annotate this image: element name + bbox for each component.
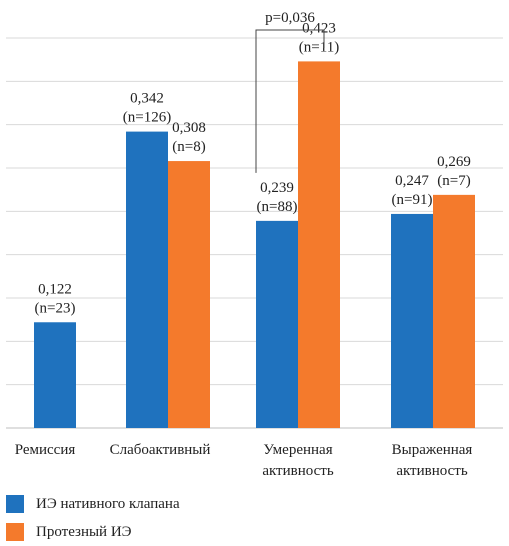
data-label-n: (n=8): [172, 139, 205, 155]
bar-prosthetic-3: [433, 194, 475, 428]
data-label-value: 0,122: [38, 281, 72, 297]
bar-chart: 0,122 (n=23) 0,342 (n=126)0,308 (n=8) 0,239 (n…: [6, 10, 503, 479]
legend-swatch-prosthetic: [6, 523, 24, 541]
data-labels: 0,122 (n=23) 0,342 (n=126)0,308 (n=8) 0,239 (n…: [35, 20, 471, 316]
bar-prosthetic-1: [168, 161, 210, 429]
p-value-label: p=0,036: [265, 10, 315, 26]
gridlines: [6, 37, 503, 429]
data-label-n: (n=91): [392, 192, 433, 208]
x-tick-label: активность: [396, 463, 468, 479]
data-label-value: 0,247: [395, 173, 429, 189]
x-tick-label: Слабоактивный: [110, 442, 211, 458]
legend: ИЭ нативного клапана Протезный ИЭ: [6, 490, 180, 546]
data-label-value: 0,239: [260, 180, 294, 196]
bar-native-3: [391, 213, 433, 428]
legend-item-prosthetic: Протезный ИЭ: [6, 518, 180, 546]
legend-item-native: ИЭ нативного клапана: [6, 490, 180, 518]
legend-swatch-native: [6, 495, 24, 513]
x-axis-tick-labels: Ремиссия Слабоактивный Умеренная активность…: [15, 442, 473, 479]
data-label-n: (n=23): [35, 300, 76, 316]
data-label-n: (n=7): [437, 173, 470, 189]
x-tick-label: Ремиссия: [15, 442, 76, 458]
data-label-value: 0,308: [172, 120, 206, 136]
bar-native-1: [126, 131, 168, 428]
bar-prosthetic-2: [298, 61, 340, 429]
x-tick-label: Выраженная: [392, 442, 473, 458]
data-label-value: 0,423: [302, 20, 336, 36]
bar-native-0: [34, 322, 76, 428]
data-label-n: (n=11): [299, 39, 339, 55]
legend-label-native: ИЭ нативного клапана: [36, 495, 180, 512]
data-label-n: (n=126): [123, 110, 171, 126]
legend-label-prosthetic: Протезный ИЭ: [36, 523, 132, 540]
data-label-n: (n=88): [257, 199, 298, 215]
significance-bracket: p=0,036: [255, 10, 325, 173]
bar-native-2: [256, 220, 298, 428]
data-label-value: 0,342: [130, 91, 164, 107]
data-label-value: 0,269: [437, 154, 471, 170]
bars: [34, 61, 475, 429]
x-tick-label: Умеренная: [263, 442, 332, 458]
x-tick-label: активность: [262, 463, 334, 479]
bracket-line: [255, 29, 325, 173]
